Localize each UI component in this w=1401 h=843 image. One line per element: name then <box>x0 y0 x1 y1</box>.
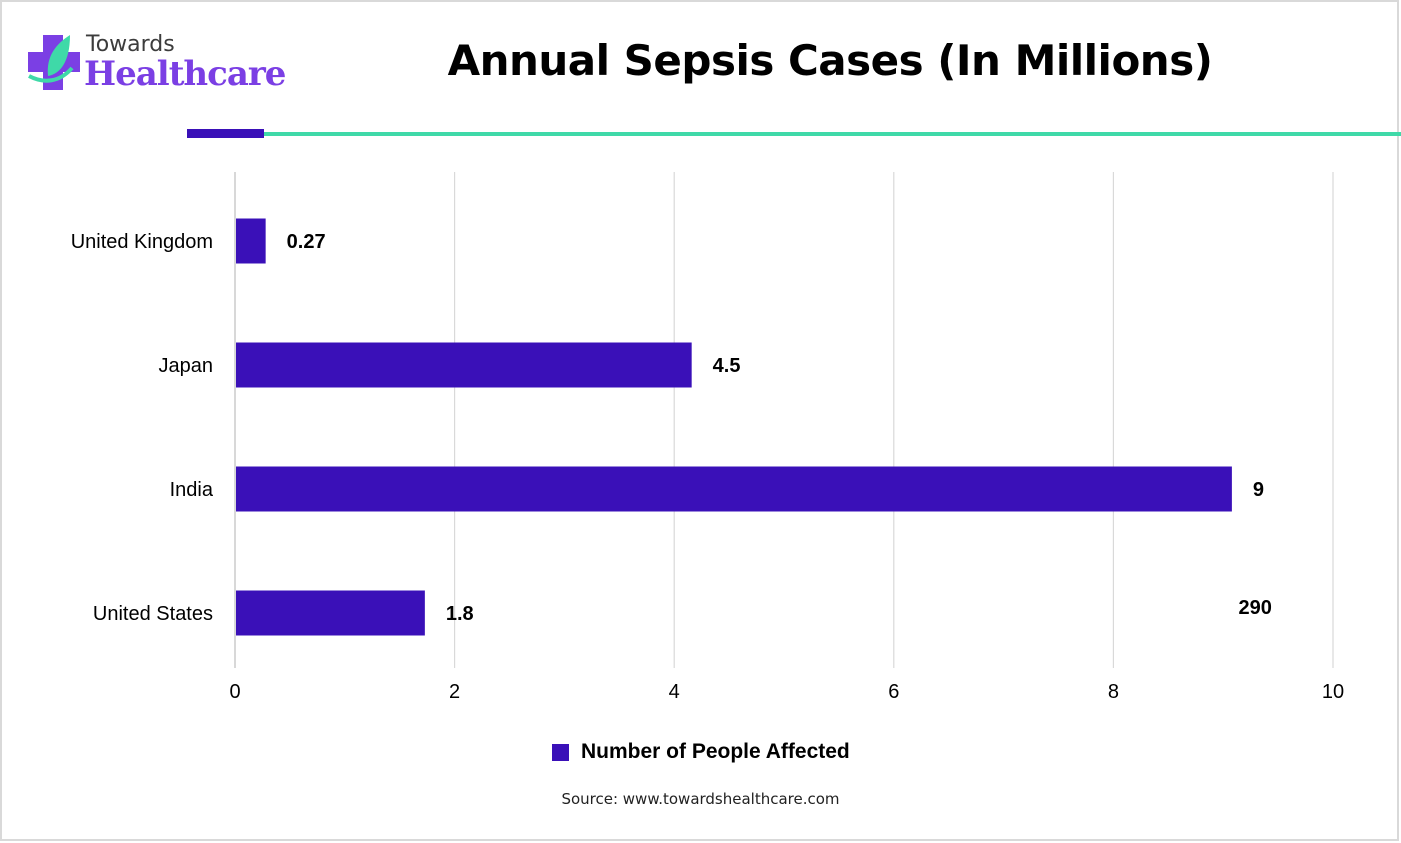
bar <box>236 218 266 264</box>
bar <box>236 590 425 636</box>
value-labels: 0.27 4.5 9 1.8 <box>287 231 1264 625</box>
x-tick-label: 8 <box>1108 681 1119 703</box>
x-tick-label: 10 <box>1322 681 1344 703</box>
legend-label: Number of People Affected <box>581 740 850 763</box>
category-label: United States <box>93 603 213 625</box>
annotation-label: 290 <box>1238 597 1271 619</box>
value-label: 4.5 <box>713 355 741 377</box>
category-labels: United Kingdom Japan India United States <box>71 231 214 625</box>
brand-logo: Towards Healthcare <box>26 30 286 100</box>
annotations: 290 <box>1238 597 1271 619</box>
x-tick-label: 2 <box>449 681 460 703</box>
gridlines <box>234 172 1334 668</box>
title-underline-rule <box>264 132 1401 136</box>
bar <box>236 342 692 388</box>
category-label: United Kingdom <box>71 231 213 253</box>
legend-swatch <box>552 743 569 761</box>
bar <box>236 466 1232 512</box>
title-underline-accent <box>187 129 264 138</box>
x-tick-label: 4 <box>669 681 680 703</box>
category-label: India <box>170 479 214 501</box>
x-tick-labels: 0 2 4 6 8 10 <box>229 681 1344 703</box>
medical-cross-leaf-icon <box>28 35 80 90</box>
category-label: Japan <box>159 355 214 377</box>
x-tick-label: 6 <box>888 681 899 703</box>
legend: Number of People Affected <box>552 740 850 764</box>
value-label: 9 <box>1253 479 1264 501</box>
source-note: Source: www.towardshealthcare.com <box>561 790 840 808</box>
value-label: 0.27 <box>287 231 326 253</box>
x-tick-label: 0 <box>229 681 240 703</box>
value-label: 1.8 <box>446 603 474 625</box>
chart-title: Annual Sepsis Cases (In Millions) <box>447 36 1213 85</box>
bars <box>236 218 1232 636</box>
brand-name-line1: Towards <box>86 32 175 57</box>
brand-name-line2: Healthcare <box>84 54 286 94</box>
